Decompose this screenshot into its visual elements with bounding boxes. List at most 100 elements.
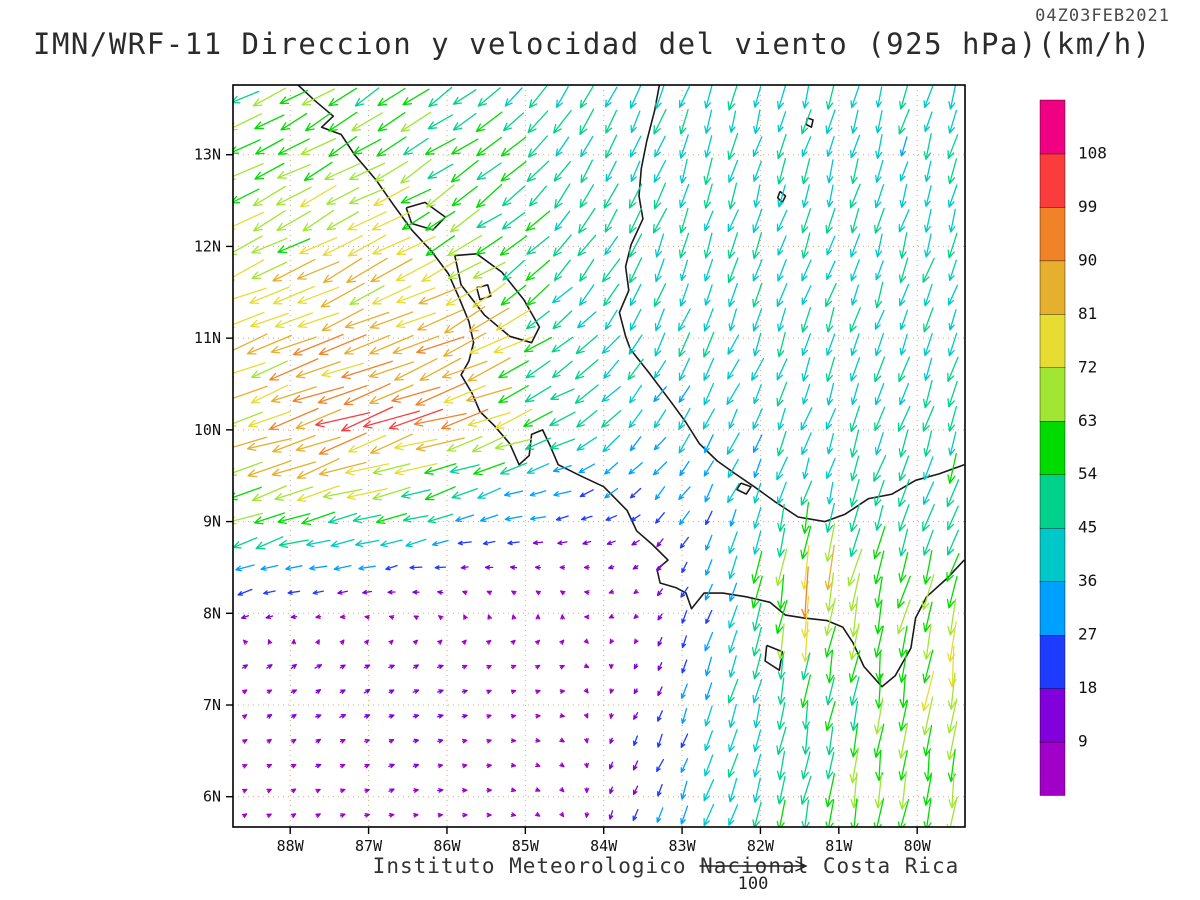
wind-arrow	[777, 307, 787, 332]
wind-arrow	[511, 590, 517, 596]
wind-arrow	[370, 258, 413, 283]
wind-arrow	[485, 639, 492, 645]
wind-arrow	[825, 502, 835, 533]
wind-arrow	[255, 138, 284, 155]
wind-arrow	[377, 112, 406, 132]
wind-arrow	[654, 332, 666, 357]
wind-arrow	[729, 110, 737, 133]
wind-arrow	[899, 85, 909, 110]
colorbar-label: 36	[1078, 571, 1097, 590]
wind-arrow	[250, 384, 289, 404]
wind-arrow	[947, 598, 957, 636]
wind-arrow	[250, 360, 288, 379]
wind-arrow	[296, 458, 340, 479]
wind-arrow	[656, 588, 664, 597]
wind-arrow	[457, 540, 472, 546]
wind-arrow	[315, 714, 322, 719]
colorbar-segment	[1039, 634, 1066, 689]
wind-arrow	[552, 286, 573, 304]
wind-arrow	[418, 285, 463, 305]
wind-arrow	[704, 656, 713, 677]
wind-arrow	[500, 284, 527, 306]
wind-arrow	[875, 159, 884, 183]
wind-arrow	[873, 723, 885, 758]
wind-arrow	[484, 565, 494, 570]
wind-arrow	[578, 463, 596, 474]
wind-arrow	[753, 184, 761, 208]
wind-arrow	[559, 664, 565, 670]
wind-arrow	[400, 111, 432, 132]
wind-arrow	[602, 434, 621, 453]
wind-arrow	[553, 259, 571, 282]
wind-arrow	[800, 525, 812, 560]
wind-arrow	[752, 408, 763, 430]
wind-arrow	[266, 714, 273, 719]
wind-arrow	[704, 583, 713, 601]
wind-arrow	[320, 282, 365, 308]
wind-arrow	[775, 548, 788, 587]
wind-arrow	[678, 385, 691, 403]
wind-arrow	[628, 233, 643, 258]
wind-arrow	[402, 88, 430, 106]
wind-arrow	[235, 564, 255, 572]
wind-arrow	[486, 812, 492, 818]
wind-arrow	[475, 236, 503, 255]
wind-arrow	[924, 111, 933, 133]
wind-arrow	[241, 664, 249, 670]
wind-arrow	[921, 670, 935, 712]
wind-arrow	[476, 183, 503, 209]
wind-arrow	[559, 762, 565, 768]
wind-arrow	[292, 386, 345, 404]
wind-arrow	[344, 463, 390, 476]
wind-arrow	[801, 136, 812, 157]
wind-arrow	[604, 208, 618, 233]
wind-arrow	[450, 159, 479, 183]
wind-arrow	[777, 574, 786, 610]
wind-arrow	[425, 235, 455, 256]
wind-arrow	[850, 158, 859, 185]
wind-arrow	[290, 614, 298, 620]
wind-arrow	[704, 109, 713, 134]
wind-arrow	[552, 464, 572, 473]
wind-arrow	[549, 411, 576, 427]
wind-arrow	[477, 87, 501, 107]
wind-arrow	[825, 333, 836, 356]
wind-arrow	[476, 213, 502, 229]
wind-arrow	[427, 114, 453, 130]
wind-arrow	[576, 410, 598, 428]
wind-arrow	[577, 234, 597, 257]
wind-arrow	[266, 788, 272, 794]
wind-arrow	[681, 610, 688, 624]
wind-arrow	[850, 723, 859, 758]
wind-arrow	[801, 259, 812, 282]
wind-arrow	[578, 207, 596, 234]
wind-arrow	[339, 689, 346, 694]
y-tick-label: 12N	[194, 237, 221, 255]
wind-arrow	[511, 614, 517, 620]
colorbar-label: 54	[1078, 464, 1097, 483]
wind-arrow	[657, 636, 663, 647]
wind-arrow	[305, 112, 332, 132]
wind-arrow	[534, 762, 541, 768]
wind-arrow	[510, 639, 516, 645]
wind-arrow	[233, 211, 264, 230]
wind-arrow	[657, 710, 663, 722]
wind-arrow	[602, 258, 621, 283]
wind-arrow	[300, 137, 337, 156]
wind-arrow	[923, 357, 933, 381]
wind-arrow	[237, 588, 253, 596]
wind-arrow	[604, 235, 619, 256]
wind-arrow	[396, 287, 436, 304]
wind-arrow	[609, 761, 614, 770]
wind-arrow	[704, 559, 713, 576]
wind-arrow	[752, 232, 763, 260]
wind-arrow	[874, 183, 885, 209]
wind-arrow	[321, 362, 365, 378]
wind-arrow	[233, 385, 268, 400]
wind-arrow	[777, 653, 786, 680]
wind-arrow	[849, 676, 860, 706]
wind-arrow	[800, 407, 813, 431]
wind-arrow	[728, 703, 737, 729]
wind-arrow	[603, 283, 620, 307]
